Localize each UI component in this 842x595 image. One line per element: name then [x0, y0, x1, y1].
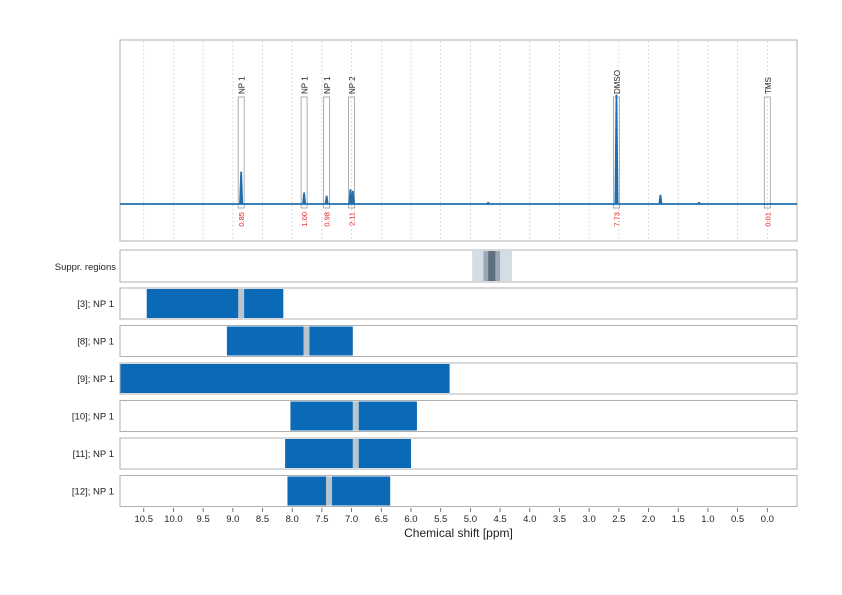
spectrum-peak	[239, 171, 244, 205]
region-bar	[285, 439, 411, 468]
region-bar	[226, 326, 353, 356]
region-row: [8]; NP 1	[77, 325, 798, 357]
x-tick-label: 5.5	[434, 514, 447, 525]
spectrum-peak	[350, 190, 355, 205]
region-row-label: [9]; NP 1	[77, 374, 114, 385]
suppression-regions-frame	[119, 249, 798, 283]
peak-label: NP 2	[348, 76, 357, 94]
region-peak-marker	[352, 439, 359, 468]
x-tick-label: 0.5	[731, 514, 744, 525]
x-tick-label: 1.5	[672, 514, 685, 525]
x-tick-label: 2.5	[612, 514, 625, 525]
x-tick-label: 10.0	[164, 514, 183, 525]
peak-bracket	[763, 96, 771, 209]
peak-label: NP 1	[301, 76, 310, 94]
region-row-label: [3]; NP 1	[77, 299, 114, 310]
region-row-label: [8]; NP 1	[77, 337, 114, 348]
region-peak-marker	[326, 476, 333, 506]
x-tick-label: 4.0	[523, 514, 536, 525]
integral-value: 7.73	[612, 212, 621, 227]
x-tick-label: 6.5	[375, 514, 388, 525]
x-tick-label: 9.5	[197, 514, 210, 525]
integral-value: 0.85	[237, 212, 246, 227]
peak-annotations: NP 1 NP 1 NP 1 NP 2 DMSO TMS	[237, 70, 773, 209]
region-row-label: [10]; NP 1	[72, 412, 114, 423]
region-rows: [3]; NP 1 [8]; NP 1 [9]; NP 1 [10]; NP 1 [11…	[72, 287, 798, 507]
spectrum-panel: NP 1 NP 1 NP 1 NP 2 DMSO TMS 0.85 1.00 0.98 2.11…	[119, 39, 798, 242]
region-row-frame	[119, 475, 798, 507]
suppression-region-inner	[488, 251, 496, 281]
integral-value: 2.11	[348, 212, 357, 226]
integral-labels: 0.85 1.00 0.98 2.11 7.73 0.01	[237, 212, 772, 227]
x-tick-label: 2.0	[642, 514, 655, 525]
x-tick-label: 5.0	[464, 514, 477, 525]
peak-label: DMSO	[613, 70, 622, 94]
x-tick-label: 6.0	[404, 514, 417, 525]
region-bar	[120, 364, 450, 393]
x-tick-label: 10.5	[135, 514, 154, 525]
region-row: [10]; NP 1	[72, 400, 798, 432]
x-tick-label: 7.5	[315, 514, 328, 525]
x-tick-label: 7.0	[345, 514, 358, 525]
spectrum-peaks	[239, 94, 702, 205]
peak-bracket	[348, 96, 356, 209]
x-tick-label: 3.5	[553, 514, 566, 525]
region-row-frame	[119, 437, 798, 470]
region-peak-marker	[238, 289, 245, 318]
peak-label: TMS	[764, 77, 773, 94]
x-axis: 10.5 10.0 9.5 9.0 8.5 8.0 7.5 7.0 6.5 6.0 5.5 5.0 4.…	[135, 508, 774, 525]
region-row: [11]; NP 1	[73, 437, 798, 470]
region-row: [3]; NP 1	[77, 287, 798, 320]
integral-value: 1.00	[300, 212, 309, 227]
integral-value: 0.98	[323, 212, 332, 227]
suppression-region-shapes	[472, 251, 512, 281]
x-tick-label: 8.0	[286, 514, 299, 525]
suppression-regions-panel: Suppr. regions	[55, 249, 798, 283]
spectrum-peak	[614, 94, 619, 205]
region-bar	[146, 289, 284, 318]
x-tick-label: 0.0	[761, 514, 774, 525]
spectrum-peak	[696, 202, 702, 205]
region-bar	[287, 476, 391, 506]
x-axis-label: Chemical shift [ppm]	[404, 526, 513, 540]
x-tick-label: 1.0	[701, 514, 714, 525]
region-row-frame	[119, 325, 798, 357]
region-peak-marker	[303, 326, 310, 356]
region-row: [12]; NP 1	[72, 475, 798, 507]
region-row-frame	[119, 400, 798, 432]
spectrum-peak	[658, 194, 663, 205]
region-peak-marker	[352, 401, 359, 431]
peak-label: NP 1	[323, 76, 332, 94]
x-tick-label: 3.0	[583, 514, 596, 525]
x-tick-label: 4.5	[493, 514, 506, 525]
spectrum-grid	[143, 41, 768, 240]
region-row-label: [12]; NP 1	[72, 487, 114, 498]
spectrum-peak	[485, 202, 491, 205]
spectrum-frame	[119, 39, 798, 242]
region-row-label: [11]; NP 1	[73, 449, 114, 460]
peak-label: NP 1	[238, 76, 247, 94]
peak-bracket	[237, 96, 245, 209]
suppression-regions-label: Suppr. regions	[55, 262, 117, 273]
integral-value: 0.01	[763, 212, 772, 227]
x-tick-label: 9.0	[226, 514, 239, 525]
peak-bracket	[300, 96, 308, 209]
spectrum-peak	[302, 192, 307, 205]
spectrum-peak	[324, 195, 329, 205]
x-tick-label: 8.5	[256, 514, 269, 525]
peak-bracket	[323, 96, 331, 209]
region-row: [9]; NP 1	[77, 362, 798, 395]
